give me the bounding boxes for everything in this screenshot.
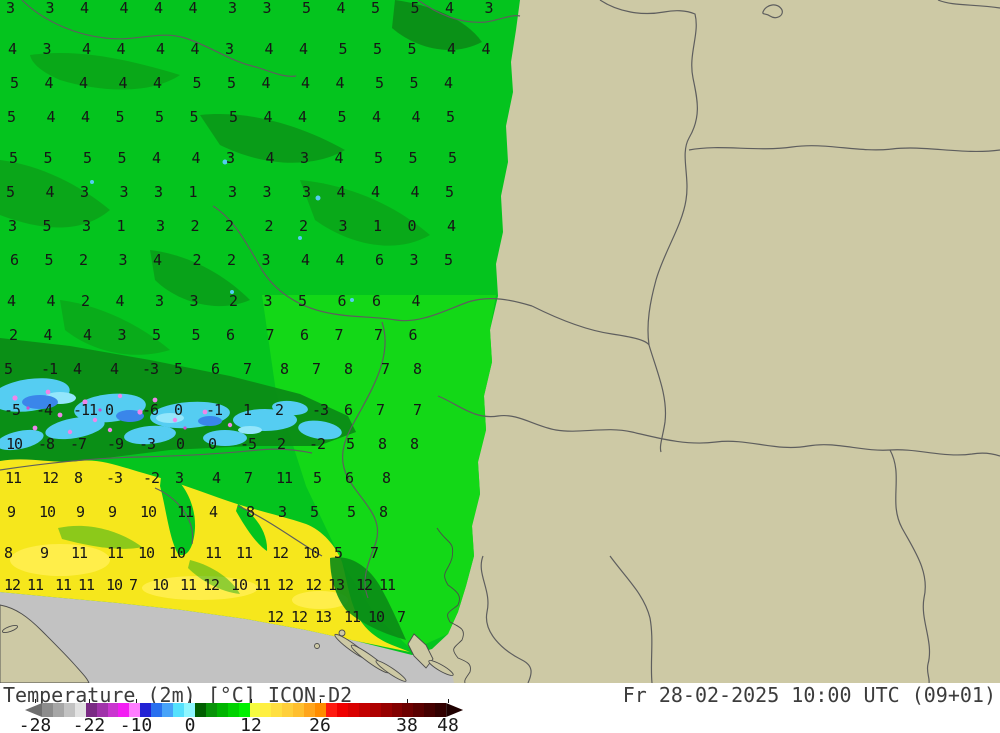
map-graphic <box>0 0 1000 683</box>
colorbar-tick-label: 38 <box>396 715 418 733</box>
colorbar-segment <box>42 703 53 717</box>
croatian-islands <box>1 624 454 682</box>
colorbar-segment <box>413 703 425 717</box>
alpine-cold-region <box>0 338 356 470</box>
colorbar-segment <box>173 703 184 717</box>
warm-yellow-region <box>0 459 410 652</box>
colorbar-segment <box>151 703 163 717</box>
colorbar-segment <box>282 703 294 717</box>
colorbar-segment <box>107 703 119 717</box>
colorbar-segment <box>347 703 359 717</box>
dark-green-patches <box>0 0 482 355</box>
colorbar-segment <box>52 703 64 717</box>
lake-spots <box>90 159 354 302</box>
italy-landmass <box>0 604 90 683</box>
colorbar-segment <box>63 703 75 717</box>
colorbar-tickmark <box>448 699 449 703</box>
frigid-peak-spots <box>12 389 233 435</box>
colorbar-tick-label: -28 <box>18 715 52 733</box>
colorbar-segment <box>336 703 348 717</box>
colorbar-segment <box>129 703 141 717</box>
colorbar-segment <box>85 703 97 717</box>
colorbar-segment <box>140 703 152 717</box>
colorbar-segment <box>391 703 403 717</box>
colorbar-segment <box>216 703 228 717</box>
colorbar-segment <box>369 703 381 717</box>
map-datetime: Fr 28-02-2025 10:00 UTC (09+01) <box>622 683 996 707</box>
croatia-coastline <box>436 527 471 683</box>
colorbar-segment <box>249 703 261 717</box>
colorbar-tickmark <box>35 699 36 703</box>
colorbar-segment <box>118 703 130 717</box>
colorbar-tickmark <box>251 699 252 703</box>
colorbar-segment <box>260 703 272 717</box>
colorbar-segment <box>194 703 206 717</box>
colorbar-segment <box>74 703 86 717</box>
colorbar-segment <box>325 703 337 717</box>
colorbar-segment <box>304 703 316 717</box>
colorbar-segment <box>358 703 370 717</box>
colorbar-segment <box>238 703 250 717</box>
colorbar-tickmark <box>320 699 321 703</box>
colorbar-segment <box>402 703 414 717</box>
colorbar-segment <box>162 703 174 717</box>
mild-green-region <box>262 295 496 650</box>
swath-tip-dark <box>330 557 406 640</box>
legend-bar: Temperature (2m) [°C] ICON-D2 Fr 28-02-2… <box>0 683 1000 733</box>
colorbar-tick-label: 48 <box>437 715 459 733</box>
colorbar-tick-label: 0 <box>184 715 196 733</box>
colorbar-tickmark <box>89 699 90 703</box>
colorbar-segment <box>435 703 447 717</box>
colorbar-tickmark <box>190 699 191 703</box>
colorbar-segment <box>380 703 392 717</box>
colorbar-segment <box>227 703 239 717</box>
colorbar-segment <box>183 703 195 717</box>
colorbar-segment <box>96 703 108 717</box>
colorbar-tick-label: -22 <box>72 715 106 733</box>
colorbar-segment <box>205 703 217 717</box>
colorbar-segment <box>315 703 326 717</box>
colorbar-segment <box>271 703 283 717</box>
colorbar-tickmark <box>407 699 408 703</box>
temperature-colorbar <box>25 703 464 717</box>
colorbar-tick-label: 12 <box>240 715 262 733</box>
colorbar-tick-label: 26 <box>309 715 331 733</box>
colorbar-tickmark <box>136 699 137 703</box>
data-swath <box>0 0 520 655</box>
country-borders <box>0 0 1000 683</box>
colorbar-tick-label: -10 <box>119 715 153 733</box>
colorbar-segment <box>424 703 436 717</box>
colorbar-segment <box>293 703 305 717</box>
sea-adriatic <box>0 591 454 683</box>
